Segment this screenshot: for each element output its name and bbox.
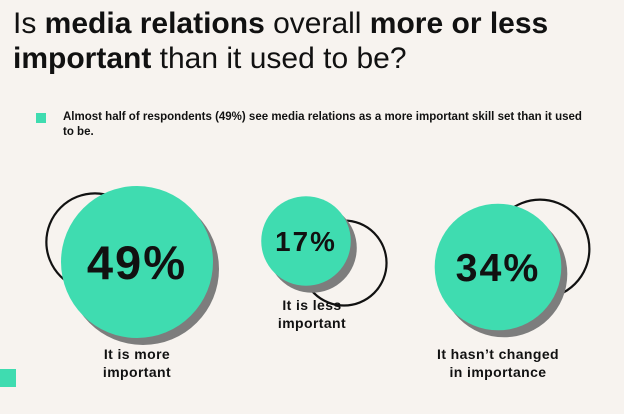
category-label-line: important — [277, 315, 347, 331]
category-label-line: It is more — [103, 346, 171, 362]
bubble-value-label-1: 17% — [275, 226, 337, 257]
bubble-1 — [261, 196, 351, 286]
category-label-0: It is more important — [52, 345, 222, 381]
bubble-value-label-2: 34% — [456, 246, 541, 290]
corner-accent — [0, 369, 16, 387]
subtitle-bullet — [36, 113, 46, 123]
bubble-0 — [61, 186, 213, 338]
category-label-line: important — [102, 364, 172, 380]
subtitle-text: Almost half of respondents (49%) see med… — [63, 111, 582, 138]
category-label-line: It is less — [282, 297, 342, 313]
headline: Is media relations overall more or less … — [13, 6, 613, 76]
category-label-line: It hasn’t changed — [437, 346, 559, 362]
category-label-1: It is less important — [227, 296, 397, 332]
headline-part1: Is — [13, 7, 45, 40]
headline-bold2: more or less important — [13, 7, 549, 75]
headline-part3: than it used to be? — [151, 42, 407, 75]
headline-part2: overall — [264, 7, 370, 40]
headline-bold1: media relations — [44, 7, 265, 40]
category-label-2: It hasn’t changed in importance — [413, 345, 583, 381]
bubble-2 — [434, 203, 562, 331]
category-label-line: in importance — [449, 364, 547, 380]
bubble-value-label-0: 49% — [87, 236, 187, 289]
